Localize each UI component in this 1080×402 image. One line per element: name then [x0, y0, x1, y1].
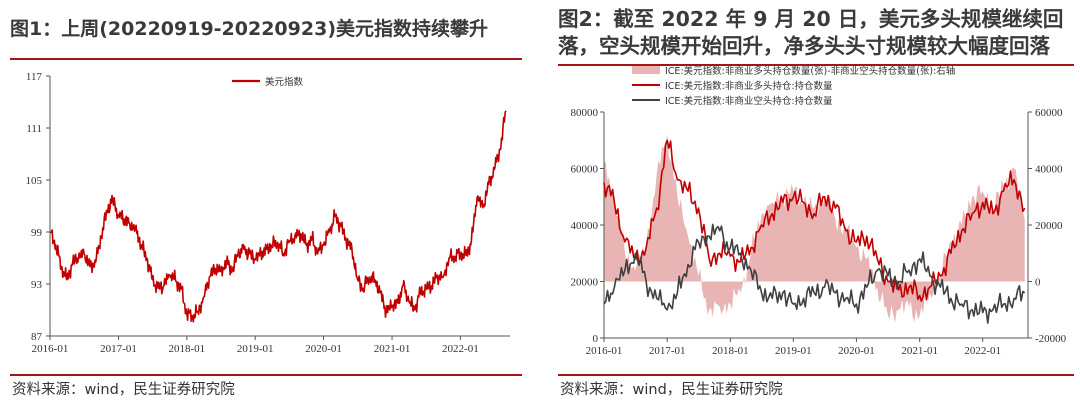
y-tick-label: 87: [31, 331, 43, 343]
x-tick-label: 2020-01: [305, 343, 342, 355]
y-right-tick-label: 20000: [1035, 220, 1063, 232]
legend-label: 美元指数: [265, 76, 304, 88]
source-rule: [10, 374, 522, 376]
y-left-tick-label: 60000: [571, 164, 599, 176]
x-tick-label: 2018-01: [169, 343, 206, 355]
series-line-short-position: [603, 223, 1026, 324]
x-tick-label: 2020-01: [838, 345, 875, 357]
positions-chart: 0 20000 40000 60000 80000 -20000 0 20000 40000 60…: [571, 65, 1067, 357]
x-tick-label: 2019-01: [237, 343, 274, 355]
chart-title-line-2: 落，空头规模开始回升，净多头头寸规模较大幅度回落: [558, 34, 1050, 58]
series-area-net-position: [604, 134, 1025, 323]
y-tick-label: 105: [26, 175, 43, 187]
y-left-tick-label: 20000: [571, 277, 599, 289]
y-right-tick-label: 0: [1035, 277, 1041, 289]
x-tick-label: 2022-01: [442, 343, 479, 355]
source-note: 资料来源：wind，民生证券研究院: [12, 382, 235, 398]
x-tick-label: 2016-01: [32, 343, 69, 355]
y-left-tick-label: 40000: [571, 220, 599, 232]
y-tick-label: 111: [26, 123, 42, 135]
x-tick-label: 2021-01: [374, 343, 411, 355]
panel-positions: 图2：截至 2022 年 9 月 20 日，美元多头规模继续回 落，空头规模开始…: [548, 0, 1080, 402]
title-rule: [558, 64, 1074, 66]
series-line-long-position: [603, 139, 1026, 302]
y-left-tick-label: 80000: [571, 107, 599, 119]
legend-swatch-area: [632, 66, 660, 74]
x-tick-label: 2021-01: [901, 345, 938, 357]
title-rule: [10, 58, 522, 60]
y-tick-label: 117: [26, 71, 43, 83]
chart-title: 图1：上周(20220919-20220923)美元指数持续攀升: [10, 18, 488, 40]
y-left-tick-label: 0: [593, 333, 599, 345]
panel-dollar-index: 图1：上周(20220919-20220923)美元指数持续攀升 87 93 99 1…: [0, 0, 528, 402]
legend-label: ICE:美元指数:非商业空头持仓:持仓数量: [665, 95, 833, 107]
legend-label: ICE:美元指数:非商业多头持仓:持仓数量: [665, 80, 833, 92]
source-rule: [558, 374, 1074, 376]
x-tick-label: 2016-01: [586, 345, 623, 357]
y-right-tick-label: 40000: [1035, 164, 1063, 176]
x-tick-label: 2017-01: [649, 345, 686, 357]
chart-title-line-1: 图2：截至 2022 年 9 月 20 日，美元多头规模继续回: [558, 7, 1064, 31]
source-note: 资料来源：wind，民生证券研究院: [560, 382, 783, 398]
y-tick-label: 99: [31, 227, 43, 239]
legend-label: ICE:美元指数:非商业多头持仓数量(张)-非商业空头持仓数量(张):右轴: [665, 65, 955, 77]
x-tick-label: 2022-01: [964, 345, 1001, 357]
x-tick-label: 2019-01: [775, 345, 812, 357]
y-tick-label: 93: [31, 279, 43, 291]
dollar-index-chart: 87 93 99 105 111 117 2016-01 2017-01 2018-01 2019…: [26, 71, 510, 355]
series-line-dollar-index: [49, 110, 507, 323]
chart-title: 图2：截至 2022 年 9 月 20 日，美元多头规模继续回 落，空头规模开始…: [558, 6, 1074, 60]
y-right-tick-label: 60000: [1035, 107, 1063, 119]
x-tick-label: 2018-01: [712, 345, 749, 357]
y-right-tick-label: -20000: [1035, 333, 1067, 345]
x-tick-label: 2017-01: [100, 343, 137, 355]
